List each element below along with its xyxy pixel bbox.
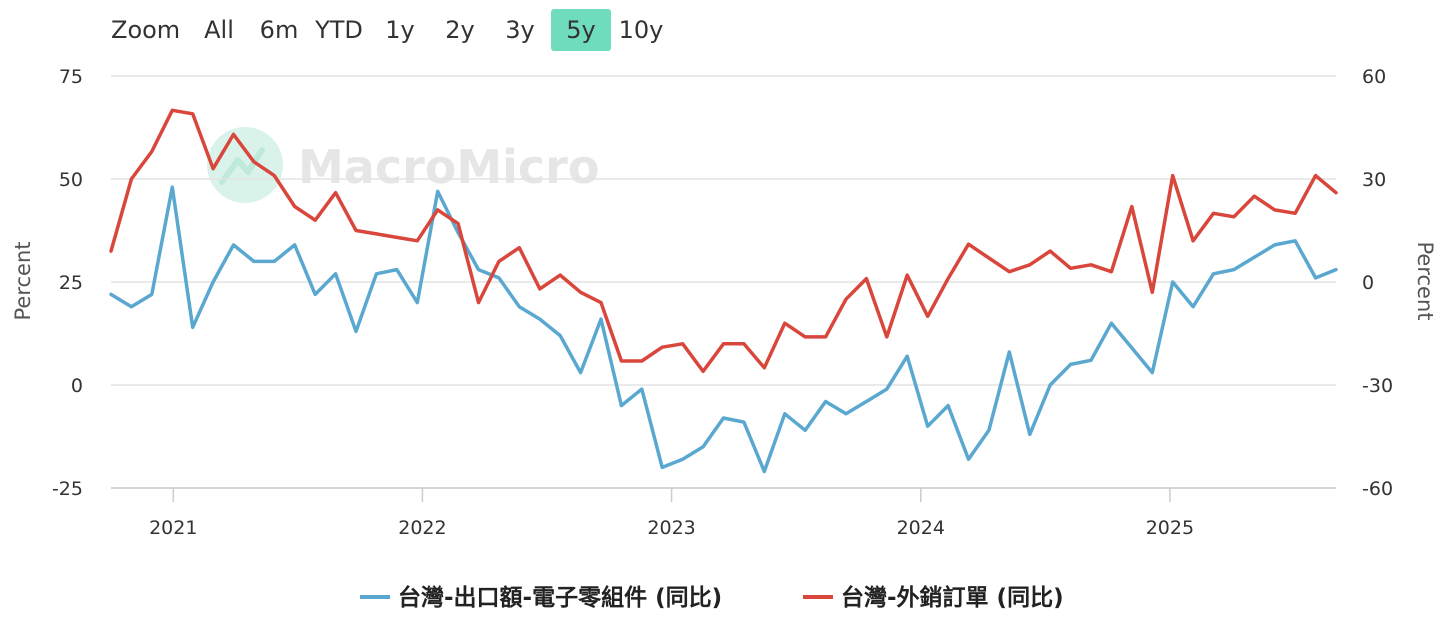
x-tick-label: 2022 [398,517,446,539]
zoom-label: Zoom [111,16,180,44]
x-tick-label: 2024 [897,517,945,539]
legend-label: 台灣-外銷訂單 (同比) [841,584,1064,611]
series-group [109,108,1338,474]
range-button-label: All [204,16,234,44]
range-button-label: YTD [314,16,363,44]
range-button-5y[interactable]: 5y [551,9,611,51]
range-button-3y[interactable]: 3y [490,9,550,51]
range-button-label: 10y [619,16,664,44]
x-tick-label: 2021 [149,517,197,539]
legend: 台灣-出口額-電子零組件 (同比) 台灣-外銷訂單 (同比) [360,584,1064,611]
range-button-label: 5y [566,16,595,44]
legend-item-2[interactable]: 台灣-外銷訂單 (同比) [803,584,1064,611]
y-left-tick-label: 25 [59,272,83,294]
y-right-tick-label: 0 [1362,272,1374,294]
range-selector: Zoom All 6m YTD 1y 2y 3y 5y 10y [111,9,671,51]
range-button-label: 1y [385,16,414,44]
macromicro-watermark: MacroMicro [207,127,599,203]
series-line-1[interactable] [109,185,1338,474]
range-button-label: 2y [445,16,474,44]
watermark-text: MacroMicro [298,140,599,194]
range-button-bg [551,9,611,51]
y-right-tick-label: -60 [1362,478,1393,500]
y-axis-right: 60 30 0 -30 -60 [1362,66,1393,500]
y-axis-left-title: Percent [11,241,35,320]
series-line-2[interactable] [109,108,1338,374]
range-button-1y[interactable]: 1y [370,9,430,51]
y-left-tick-label: 50 [59,169,83,191]
range-button-label: 3y [505,16,534,44]
legend-label: 台灣-出口額-電子零組件 (同比) [398,584,722,611]
range-button-2y[interactable]: 2y [430,9,490,51]
range-button-all[interactable]: All [189,9,249,51]
x-tick-label: 2023 [647,517,695,539]
y-right-tick-label: -30 [1362,375,1393,397]
y-left-tick-label: 75 [59,66,83,88]
x-tick-label: 2025 [1146,517,1194,539]
range-button-6m[interactable]: 6m [249,9,309,51]
y-axis-right-title: Percent [1413,241,1437,320]
y-left-tick-label: 0 [71,375,83,397]
y-axis-left: 75 50 25 0 -25 [52,66,83,500]
y-left-tick-label: -25 [52,478,83,500]
range-button-ytd[interactable]: YTD [309,9,369,51]
grid-lines [111,75,1336,489]
y-right-tick-label: 30 [1362,169,1386,191]
legend-item-1[interactable]: 台灣-出口額-電子零組件 (同比) [360,584,722,611]
y-right-tick-label: 60 [1362,66,1386,88]
x-axis: 2021 2022 2023 2024 2025 [111,487,1336,539]
range-button-label: 6m [260,16,299,44]
range-button-10y[interactable]: 10y [611,9,671,51]
